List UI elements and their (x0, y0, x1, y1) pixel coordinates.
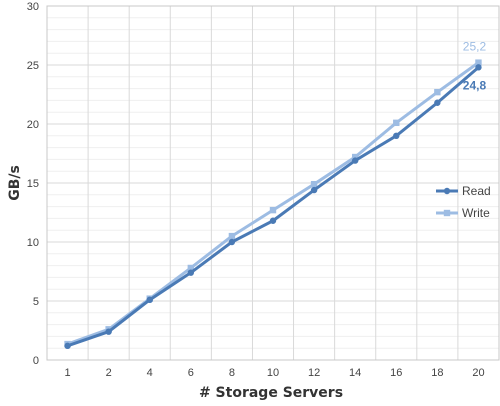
x-tick-label: 2 (106, 367, 112, 379)
x-tick-label: 20 (472, 367, 484, 379)
y-tick-label: 5 (33, 296, 39, 308)
data-point (228, 238, 236, 246)
legend-marker (443, 187, 451, 195)
x-tick-label: 12 (308, 367, 320, 379)
y-tick-label: 20 (27, 119, 39, 131)
y-tick-label: 10 (27, 237, 39, 249)
data-point (393, 119, 400, 127)
plot-border (46, 5, 500, 361)
x-tick-label: 6 (188, 367, 194, 379)
data-point (434, 99, 441, 106)
legend: Read Write (436, 184, 491, 220)
data-point (228, 232, 236, 240)
x-tick-label: 10 (267, 367, 279, 379)
data-point (475, 64, 482, 71)
legend-label: Write (462, 206, 490, 220)
data-point (393, 132, 400, 139)
series-write (64, 59, 482, 348)
data-point (310, 186, 318, 194)
series-layer: 24,8 25,2 (64, 40, 487, 350)
data-label-write: 25,2 (463, 40, 487, 54)
x-tick-label: 16 (390, 367, 402, 379)
x-tick-label: 1 (64, 367, 70, 379)
data-point (64, 342, 71, 350)
x-tick-label: 4 (147, 367, 153, 379)
legend-item-read: Read (436, 184, 491, 198)
y-tick-label: 30 (27, 1, 39, 13)
legend-label: Read (462, 184, 491, 198)
data-point (351, 153, 359, 161)
data-point (187, 264, 195, 272)
y-tick-label: 25 (27, 60, 39, 72)
data-label-read: 24,8 (463, 78, 487, 92)
data-point (351, 157, 359, 164)
y-axis-title: GB/s (7, 165, 23, 201)
data-point (475, 59, 482, 66)
data-point (105, 328, 112, 335)
data-point (269, 217, 277, 224)
x-tick-label: 8 (229, 367, 235, 379)
x-tick-label: 18 (431, 367, 443, 379)
data-point (434, 88, 441, 96)
legend-marker (443, 209, 451, 217)
data-point (146, 296, 153, 304)
y-tick-label: 15 (27, 178, 39, 190)
y-tick-label: 0 (33, 355, 39, 367)
grid (46, 5, 500, 361)
x-tick-label: 14 (349, 367, 361, 379)
legend-item-write: Write (436, 206, 490, 220)
data-point (187, 269, 195, 276)
series-read (64, 64, 482, 350)
data-point (310, 180, 318, 188)
data-point (269, 206, 277, 214)
x-axis-title: # Storage Servers (199, 385, 343, 401)
